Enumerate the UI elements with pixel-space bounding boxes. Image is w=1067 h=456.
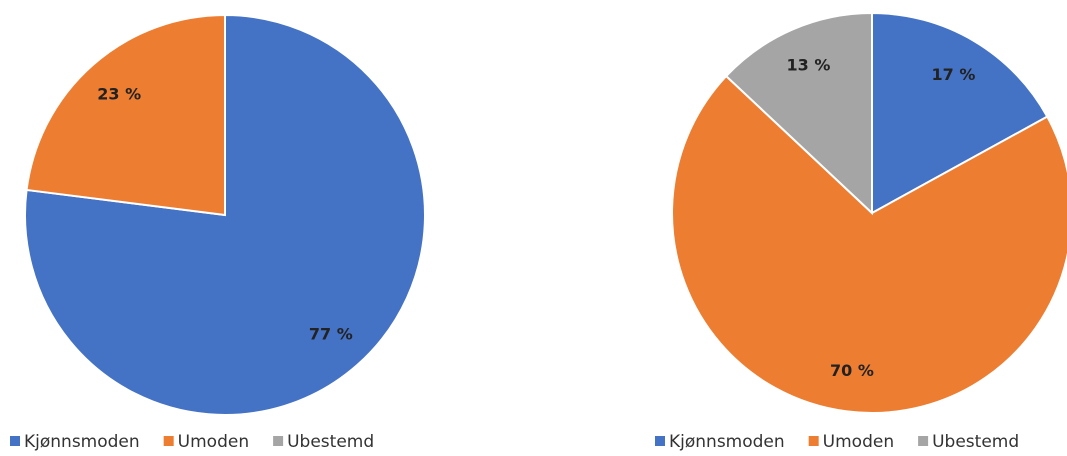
legend-label: Kjønnsmoden (24, 432, 140, 452)
legend-swatch (918, 436, 929, 446)
data-label: 23 % (97, 84, 141, 103)
legend-swatch (655, 436, 665, 446)
legend-swatch (10, 436, 20, 446)
legend-label: Ubestemd (932, 432, 1019, 452)
legend-swatch (808, 436, 819, 446)
legend-label: Umoden (823, 432, 894, 452)
legend-label: Ubestemd (287, 432, 374, 452)
pie-slice (671, 74, 1067, 414)
data-label: 17 % (932, 65, 976, 84)
legend-label: Kjønnsmoden (669, 432, 785, 452)
pie-slice (724, 11, 873, 216)
pie-slice (25, 13, 226, 217)
data-label: 77 % (309, 325, 353, 344)
data-label: 70 % (830, 361, 874, 380)
pie-slice (871, 11, 1049, 215)
legend-swatch (273, 436, 284, 446)
legend-label: Umoden (178, 432, 249, 452)
legend-swatch (163, 436, 174, 446)
data-label: 13 % (787, 56, 831, 75)
